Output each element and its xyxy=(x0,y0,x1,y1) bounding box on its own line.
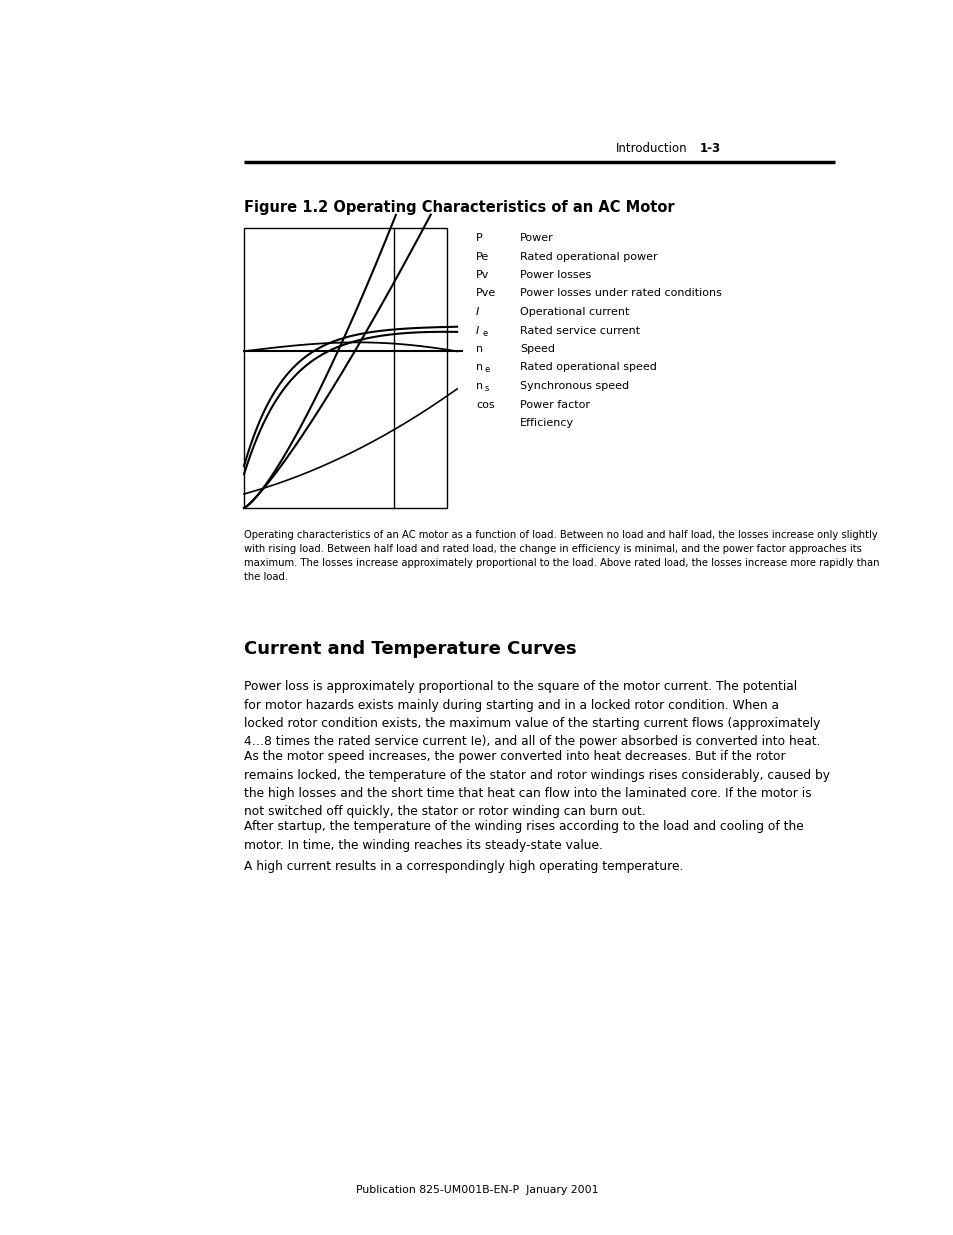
Text: n: n xyxy=(476,363,482,373)
Text: Rated operational power: Rated operational power xyxy=(519,252,657,262)
Text: Power losses: Power losses xyxy=(519,270,591,280)
Text: Pv: Pv xyxy=(476,270,489,280)
Text: After startup, the temperature of the winding rises according to the load and co: After startup, the temperature of the wi… xyxy=(244,820,803,851)
Text: P: P xyxy=(476,233,482,243)
Text: cos: cos xyxy=(476,399,494,410)
Text: s: s xyxy=(484,384,489,393)
Text: e: e xyxy=(484,366,490,374)
Text: Power loss is approximately proportional to the square of the motor current. The: Power loss is approximately proportional… xyxy=(244,680,820,748)
Text: Synchronous speed: Synchronous speed xyxy=(519,382,628,391)
Text: Rated operational speed: Rated operational speed xyxy=(519,363,657,373)
Text: 1-3: 1-3 xyxy=(700,142,720,156)
Text: Operational current: Operational current xyxy=(519,308,629,317)
Text: A high current results in a correspondingly high operating temperature.: A high current results in a correspondin… xyxy=(244,860,682,873)
Text: As the motor speed increases, the power converted into heat decreases. But if th: As the motor speed increases, the power … xyxy=(244,750,829,819)
Text: Publication 825-UM001B-EN-P  January 2001: Publication 825-UM001B-EN-P January 2001 xyxy=(355,1186,598,1195)
Text: Power losses under rated conditions: Power losses under rated conditions xyxy=(519,289,721,299)
Text: Introduction: Introduction xyxy=(616,142,687,156)
Text: I: I xyxy=(476,308,478,317)
Text: Current and Temperature Curves: Current and Temperature Curves xyxy=(244,640,576,658)
Text: I: I xyxy=(476,326,478,336)
Bar xyxy=(244,228,447,508)
Text: Efficiency: Efficiency xyxy=(519,417,574,429)
Text: Pe: Pe xyxy=(476,252,489,262)
Text: Figure 1.2 Operating Characteristics of an AC Motor: Figure 1.2 Operating Characteristics of … xyxy=(244,200,674,215)
Text: Operating characteristics of an AC motor as a function of load. Between no load : Operating characteristics of an AC motor… xyxy=(244,530,879,582)
Text: Speed: Speed xyxy=(519,345,555,354)
Text: n: n xyxy=(476,382,482,391)
Text: Power: Power xyxy=(519,233,553,243)
Text: Power factor: Power factor xyxy=(519,399,589,410)
Text: Pve: Pve xyxy=(476,289,496,299)
Text: Rated service current: Rated service current xyxy=(519,326,639,336)
Text: e: e xyxy=(482,329,488,337)
Text: n: n xyxy=(476,345,482,354)
